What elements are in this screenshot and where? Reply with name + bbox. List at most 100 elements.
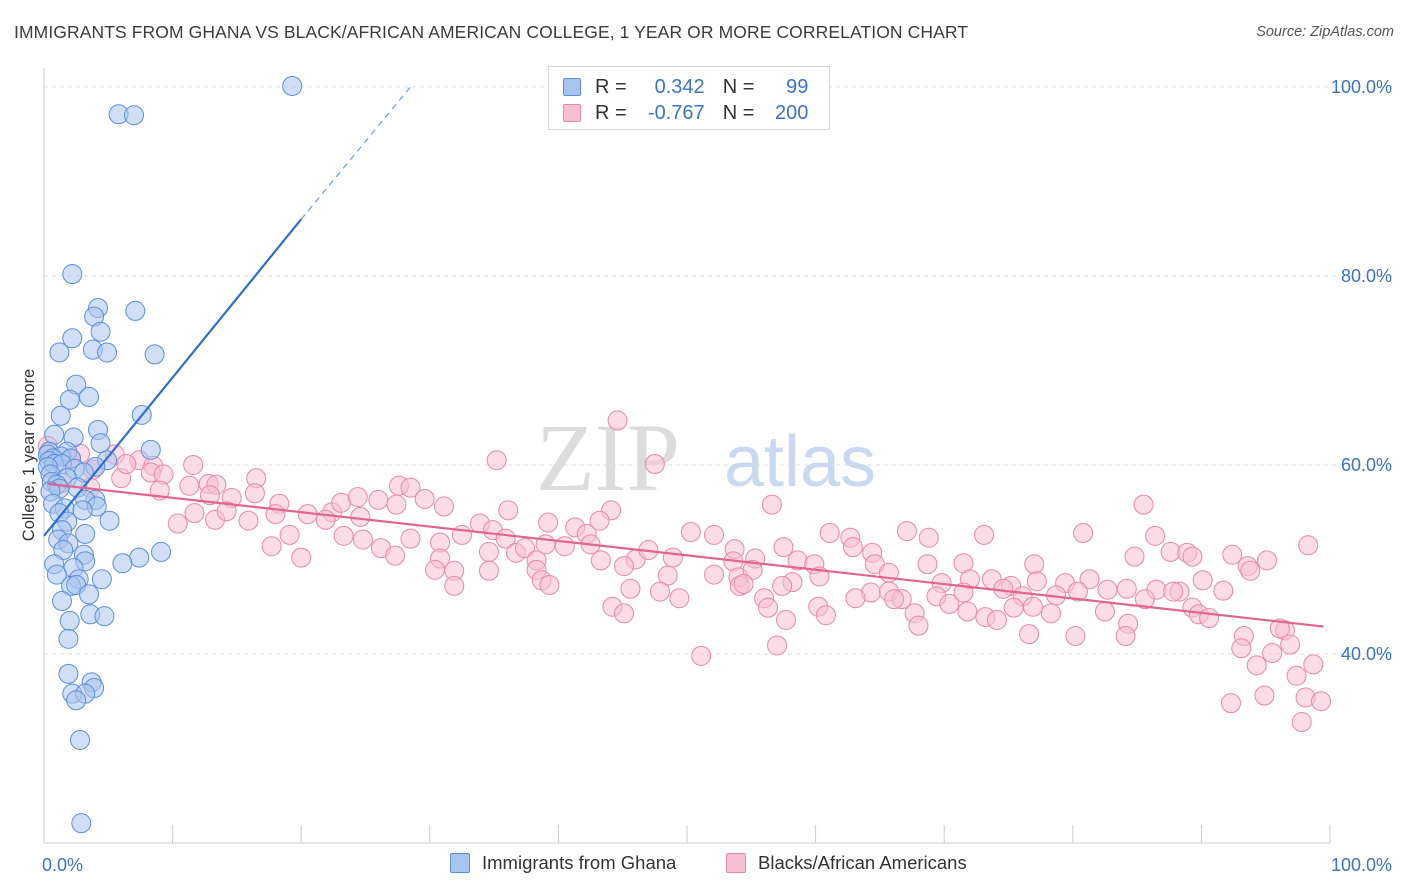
data-point-black [1019, 624, 1040, 645]
data-point-black [424, 559, 445, 580]
data-point-ghana [58, 663, 79, 684]
data-point-ghana [71, 813, 92, 834]
data-point-ghana [129, 547, 150, 568]
data-point-black [918, 527, 939, 548]
data-point-black [691, 645, 712, 666]
data-point-ghana [66, 690, 87, 711]
legend-n-value: 99 [786, 75, 809, 98]
data-point-black [183, 454, 204, 475]
data-point-black [1199, 608, 1220, 629]
data-point-black [385, 545, 406, 566]
data-point-ghana [49, 342, 70, 363]
data-point-black [657, 565, 678, 586]
data-point-black [1220, 693, 1241, 714]
data-point-black [444, 575, 465, 596]
data-point-black [590, 550, 611, 571]
data-point-black [1094, 601, 1115, 622]
data-point-ghana [124, 105, 145, 126]
data-point-black [845, 588, 866, 609]
data-point-black [589, 510, 610, 531]
correlation-legend: R = 0.342 N = 99 R = -0.767 N = 200 [548, 66, 830, 130]
data-point-black [1254, 685, 1275, 706]
data-point-black [1269, 618, 1290, 639]
data-point-black [498, 500, 519, 521]
data-point-black [279, 524, 300, 545]
data-point-black [680, 522, 701, 543]
data-point-ghana [97, 342, 118, 363]
data-point-ghana [59, 610, 80, 631]
data-point-black [1240, 560, 1261, 581]
y-tick-label: 80.0% [1341, 266, 1392, 286]
data-point-black [1291, 712, 1312, 733]
data-point-black [400, 477, 421, 498]
data-point-ghana [46, 564, 67, 585]
data-point-black [917, 554, 938, 575]
y-tick-label: 60.0% [1341, 455, 1392, 475]
data-point-black [1213, 580, 1234, 601]
legend-row-ghana: R = 0.342 N = 99 [563, 74, 808, 100]
data-point-ghana [52, 591, 73, 612]
trendlines [43, 86, 1324, 628]
bottom-legend-ghana[interactable]: Immigrants from Ghana [450, 852, 676, 874]
data-point-ghana [140, 439, 161, 460]
data-point-black [761, 494, 782, 515]
data-point-black [350, 506, 371, 527]
data-point-black [1115, 626, 1136, 647]
data-point-black [265, 504, 286, 525]
data-point-black [908, 615, 929, 636]
data-point-black [179, 475, 200, 496]
data-point-ghana [58, 628, 79, 649]
data-point-ghana [62, 264, 83, 285]
watermark-atlas: atlas [724, 422, 876, 502]
data-point-black [333, 525, 354, 546]
trendline-black [47, 482, 1324, 628]
data-point-black [347, 487, 368, 508]
data-point-black [742, 559, 763, 580]
series-immigrants-from-ghana [37, 75, 303, 834]
data-point-black [1246, 655, 1267, 676]
data-point-black [1124, 546, 1145, 567]
data-point-ghana [59, 389, 80, 410]
data-point-black [1286, 665, 1307, 686]
data-point-black [184, 503, 205, 524]
data-point-ghana [91, 569, 112, 590]
data-point-black [1022, 596, 1043, 617]
data-point-black [1303, 654, 1324, 675]
data-point-ghana [75, 523, 96, 544]
legend-n-value: 200 [775, 101, 809, 124]
data-point-black [939, 593, 960, 614]
watermark: ZIP atlas [536, 404, 876, 511]
data-point-ghana [79, 386, 100, 407]
data-point-black [1003, 597, 1024, 618]
data-point-ghana [90, 433, 111, 454]
data-point-black [733, 574, 754, 595]
data-point-black [352, 529, 373, 550]
data-point-black [704, 564, 725, 585]
data-point-black [993, 578, 1014, 599]
data-point-black [773, 537, 794, 558]
bottom-legend-black[interactable]: Blacks/African Americans [726, 852, 967, 874]
y-tick-label: 100.0% [1331, 77, 1392, 97]
legend-r-value: -0.767 [647, 101, 705, 124]
trendline-ghana [43, 218, 303, 537]
legend-r-label: R = [595, 101, 627, 124]
legend-r-label: R = [595, 75, 627, 98]
data-point-black [116, 454, 137, 475]
data-point-black [400, 528, 421, 549]
data-point-ghana [282, 75, 303, 96]
data-point-ghana [79, 584, 100, 605]
data-point-black [1040, 603, 1061, 624]
data-point-black [261, 536, 282, 557]
data-point-black [758, 597, 779, 618]
legend-swatch-blue [563, 78, 581, 96]
data-point-black [1182, 546, 1203, 567]
legend-swatch-blue [450, 853, 470, 873]
data-point-black [884, 589, 905, 610]
data-point-ghana [70, 729, 91, 750]
x-tick-label: 100.0% [1331, 855, 1392, 875]
data-point-black [1026, 571, 1047, 592]
bottom-legend-ghana-label: Immigrants from Ghana [482, 852, 677, 873]
data-point-black [414, 488, 435, 509]
data-point-ghana [151, 541, 172, 562]
